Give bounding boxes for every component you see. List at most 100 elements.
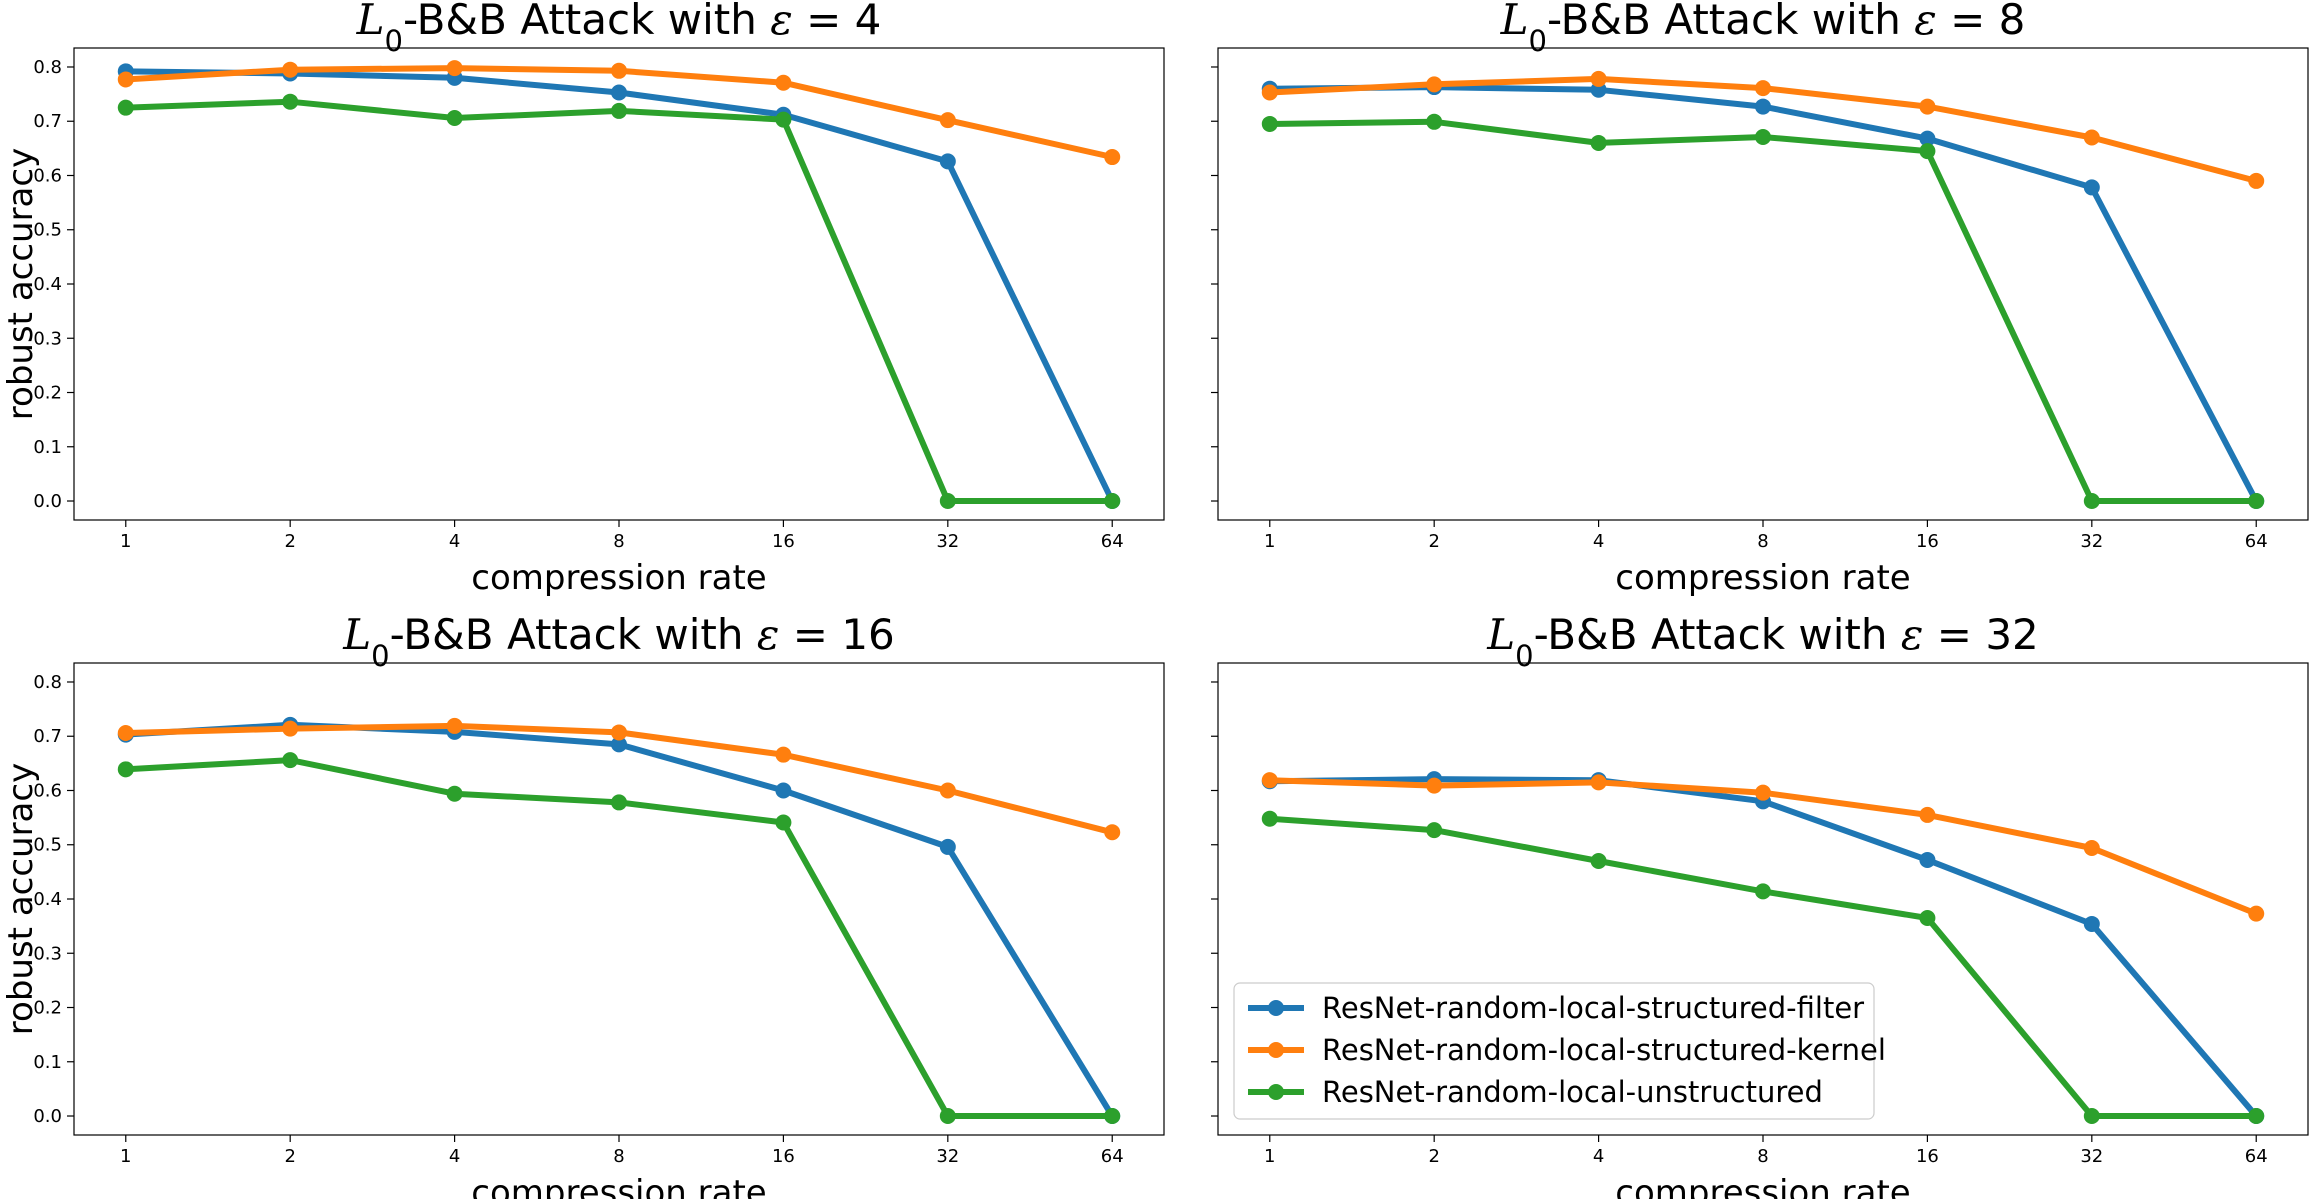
- x-tick-label: 4: [1593, 1146, 1604, 1167]
- series-2-point: [1590, 70, 1607, 87]
- chart-title: L0-B&B Attack with ε = 32: [1486, 610, 2039, 673]
- series-3-point: [2083, 1108, 2100, 1125]
- y-tick-label: 0.5: [33, 835, 62, 856]
- y-tick-label: 0.0: [33, 491, 62, 512]
- series-2-point: [1426, 777, 1443, 794]
- legend-entry-label: ResNet-random-local-unstructured: [1322, 1075, 1823, 1109]
- series-3-point: [117, 761, 134, 778]
- x-tick-label: 16: [772, 531, 795, 552]
- y-tick-label: 0.2: [33, 383, 62, 404]
- y-tick-label: 0.2: [33, 998, 62, 1019]
- title-middle: -B&B Attack with: [403, 0, 770, 44]
- series-2-point: [1919, 98, 1936, 115]
- chart-panel-2: 1 2 4 8 16 32 64 compression rate L0-B&B Attack …: [1211, 0, 2309, 598]
- x-axis-label: compression rate: [471, 558, 766, 598]
- series-3-point: [2083, 493, 2100, 510]
- series-3-point: [1426, 822, 1443, 839]
- y-axis-label: robust accuracy: [1, 148, 41, 420]
- series-2-point: [446, 60, 463, 77]
- series-2-point: [117, 724, 134, 741]
- y-tick-label: 0.4: [33, 274, 62, 295]
- y-axis-label: robust accuracy: [1, 763, 41, 1035]
- series-3-point: [775, 111, 792, 128]
- series-2-point: [939, 112, 956, 129]
- title-equals: =: [779, 610, 841, 659]
- series-3-point: [1919, 909, 1936, 926]
- y-tick-label: 0.7: [33, 111, 62, 132]
- x-tick-label: 4: [449, 1146, 460, 1167]
- chart-panel-1: 0.0 0.1 0.2 0.3 0.4 0.5 0.6 0.7 0.8 1 2 4 8 16 32 64 com…: [1, 0, 1165, 598]
- title-subscript: 0: [1528, 24, 1546, 58]
- series-3-point: [1261, 115, 1278, 132]
- y-tick-label: 0.4: [33, 889, 62, 910]
- legend-swatch-marker: [1268, 1042, 1284, 1058]
- series-2-point: [282, 61, 299, 78]
- chart-panel-4: 1 2 4 8 16 32 64 compression rate L0-B&B Attack …: [1211, 610, 2309, 1199]
- x-tick-label: 8: [1757, 531, 1768, 552]
- x-tick-label: 1: [120, 1146, 131, 1167]
- series-3-point: [939, 1108, 956, 1125]
- x-axis-label: compression rate: [1615, 558, 1910, 598]
- title-subscript: 0: [371, 639, 389, 673]
- series-2-point: [1755, 80, 1771, 97]
- title-prefix: L: [1486, 610, 1515, 659]
- series-2-point: [611, 62, 627, 79]
- x-tick-label: 32: [2080, 531, 2103, 552]
- series-2-point: [2248, 905, 2265, 922]
- title-symbol: ε: [1914, 0, 1937, 44]
- x-tick-label: 4: [449, 531, 460, 552]
- series-3-point: [1919, 143, 1936, 160]
- series-2-point: [1919, 806, 1936, 823]
- series-3-point: [1261, 810, 1278, 827]
- series-3-point: [282, 93, 299, 110]
- series-2-point: [282, 720, 299, 737]
- title-value: 16: [841, 610, 894, 659]
- title-middle: -B&B Attack with: [390, 610, 757, 659]
- title-middle: -B&B Attack with: [1547, 0, 1914, 44]
- y-tick-label: 0.7: [33, 726, 62, 747]
- x-tick-label: 2: [284, 531, 295, 552]
- x-tick-label: 1: [120, 531, 131, 552]
- series-1-point: [2083, 915, 2100, 932]
- chart-panel-3: 0.0 0.1 0.2 0.3 0.4 0.5 0.6 0.7 0.8 1 2 4 8 16 32 64 com…: [1, 610, 1165, 1199]
- series-line-3: [1266, 118, 2260, 504]
- series-3-point: [1104, 493, 1121, 510]
- series-2-point: [1261, 84, 1278, 101]
- x-tick-label: 8: [1757, 1146, 1768, 1167]
- series-line-3: [122, 98, 1116, 504]
- series-1-point: [1755, 98, 1771, 115]
- series-3-point: [939, 493, 956, 510]
- series-3-point: [282, 752, 299, 769]
- x-tick-label: 2: [1428, 1146, 1439, 1167]
- series-2-point: [1261, 772, 1278, 789]
- y-tick-label: 0.6: [33, 165, 62, 186]
- x-tick-label: 16: [772, 1146, 795, 1167]
- series-line-3: [122, 757, 1116, 1119]
- x-tick-label: 32: [936, 1146, 959, 1167]
- series-2-point: [1590, 774, 1607, 791]
- series-2-point: [1426, 76, 1443, 93]
- series-2-point: [2083, 129, 2100, 146]
- legend-box: [1233, 982, 1875, 1120]
- y-tick-label: 0.3: [33, 328, 62, 349]
- series-3-point: [1755, 883, 1771, 900]
- x-tick-label: 1: [1264, 1146, 1275, 1167]
- series-2-point: [1755, 784, 1771, 801]
- series-3-point: [1590, 134, 1607, 151]
- series-2-point: [2248, 172, 2265, 189]
- title-symbol: ε: [757, 610, 780, 659]
- chart-title: L0-B&B Attack with ε = 4: [356, 0, 882, 58]
- series-1-point: [939, 838, 956, 855]
- series-3-point: [611, 794, 627, 811]
- series-3-point: [1590, 853, 1607, 870]
- series-line-1: [1266, 84, 2260, 504]
- series-2-point: [775, 746, 792, 763]
- x-tick-label: 2: [284, 1146, 295, 1167]
- series-3-point: [1104, 1108, 1121, 1125]
- series-1-point: [2083, 179, 2100, 196]
- title-subscript: 0: [1515, 639, 1533, 673]
- title-value: 8: [1999, 0, 2026, 44]
- chart-title: L0-B&B Attack with ε = 16: [342, 610, 895, 673]
- legend-entry-label: ResNet-random-local-structured-kernel: [1322, 1033, 1886, 1067]
- x-tick-label: 64: [1101, 1146, 1124, 1167]
